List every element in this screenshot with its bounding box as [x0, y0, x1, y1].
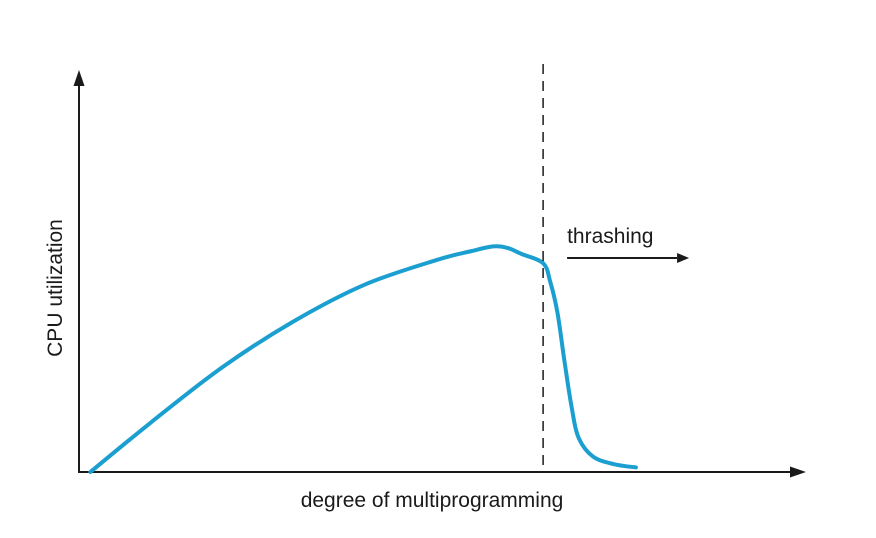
thrashing-label: thrashing [567, 225, 653, 248]
y-axis-arrow [73, 70, 85, 86]
axes [73, 70, 806, 478]
x-axis-label: degree of multiprogramming [301, 489, 564, 512]
cpu-utilization-curve [88, 244, 638, 474]
x-axis-arrow [790, 466, 806, 478]
thrashing-arrow-head [677, 253, 690, 263]
y-axis-label: CPU utilization [44, 219, 67, 357]
